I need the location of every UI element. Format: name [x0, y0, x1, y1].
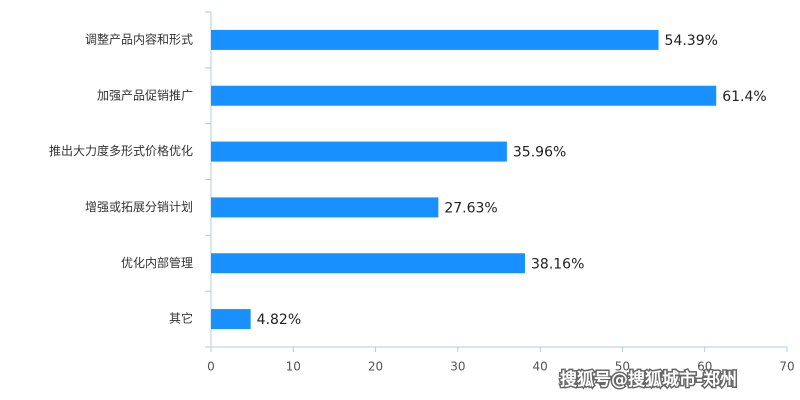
bar: [211, 85, 717, 106]
value-label: 27.63%: [444, 200, 497, 216]
x-tick-label: 0: [207, 360, 215, 374]
bar: [211, 29, 659, 50]
x-tick-label: 60: [697, 360, 712, 374]
bar: [211, 141, 507, 162]
value-label: 54.39%: [665, 33, 718, 49]
x-tick-label: 20: [368, 360, 383, 374]
x-tick-label: 70: [779, 360, 794, 374]
value-label: 4.82%: [257, 312, 301, 328]
bar: [211, 197, 439, 218]
x-tick-label: 50: [615, 360, 630, 374]
x-tick-label: 30: [450, 360, 465, 374]
category-label: 调整产品内容和形式: [85, 31, 193, 46]
category-label: 增强或拓展分销计划: [85, 200, 193, 214]
bar: [211, 309, 251, 330]
category-label: 其它: [169, 311, 193, 326]
value-label: 35.96%: [513, 145, 566, 161]
x-tick-label: 40: [533, 360, 548, 374]
category-label: 加强产品促销推广: [97, 88, 193, 102]
value-label: 61.4%: [722, 89, 766, 105]
x-tick-label: 10: [286, 360, 301, 374]
watermark: 搜狐号@搜狐城市-郑州: [560, 369, 737, 390]
category-label: 推出大力度多形式价格优化: [49, 143, 193, 158]
bar: [211, 253, 526, 274]
value-label: 38.16%: [531, 256, 584, 272]
category-label: 优化内部管理: [121, 255, 193, 270]
